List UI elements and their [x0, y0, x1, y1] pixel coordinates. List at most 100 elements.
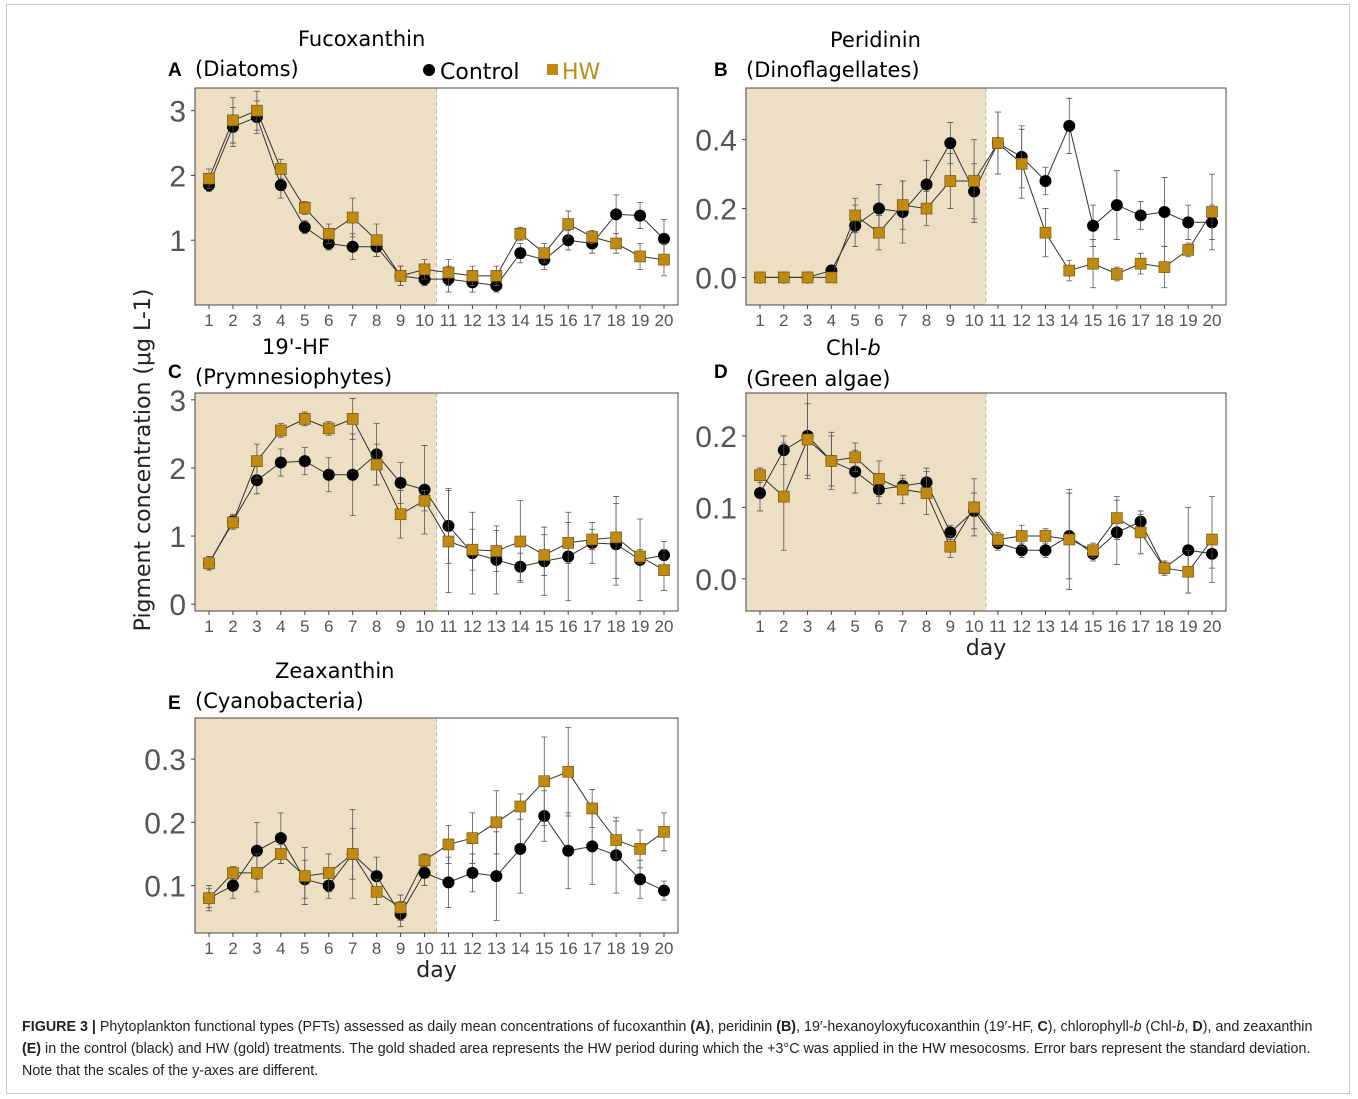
x-tick-label: 10 [415, 617, 434, 636]
data-point [203, 892, 215, 905]
data-point [394, 270, 407, 282]
data-point [346, 848, 359, 860]
series-hw [203, 727, 670, 921]
x-tick-label: 2 [228, 311, 237, 330]
y-tick-label: 0.2 [695, 194, 737, 227]
panel-d: 0.00.10.21 2 3 4 5 6 7 8 9 10 11 12 13 14 15 16 17 18 19 20… [695, 336, 1227, 661]
x-tick-label: 14 [1060, 617, 1079, 636]
data-point [872, 202, 885, 215]
data-point [825, 271, 838, 284]
x-tick-label: 19 [631, 617, 650, 636]
x-tick-label: 20 [1203, 311, 1222, 330]
data-point [1182, 244, 1195, 256]
x-tick-label: 20 [1203, 617, 1222, 636]
caption-ref-c: C [1037, 1019, 1048, 1035]
panel-subtitle: (Green algae) [746, 367, 890, 391]
x-tick-label: 14 [511, 939, 530, 958]
x-tick-label: 18 [607, 939, 626, 958]
caption-ref-b: (B) [776, 1019, 797, 1035]
data-point [418, 866, 431, 879]
series-hw [203, 90, 670, 286]
data-point [370, 458, 383, 471]
data-point [562, 218, 575, 230]
data-point [514, 227, 527, 240]
panel-b: 0.00.20.41 2 3 4 5 6 7 8 9 10 11 12 13 14 15 16 17 18 19 20… [695, 28, 1227, 330]
data-point [346, 211, 359, 224]
x-tick-label: 11 [989, 311, 1007, 330]
x-tick-label: 9 [396, 939, 405, 958]
x-tick-label: 4 [276, 939, 285, 958]
x-tick-label: 10 [965, 617, 984, 636]
data-point [586, 231, 598, 243]
data-point [658, 826, 670, 838]
x-tick-label: 9 [396, 617, 405, 636]
data-point [1087, 544, 1099, 557]
x-tick-label: 12 [463, 311, 482, 330]
data-point [274, 456, 287, 469]
x-tick-label: 18 [607, 311, 626, 330]
x-tick-label: 7 [898, 617, 907, 636]
data-point [275, 163, 287, 175]
panel-letter: E [168, 693, 181, 714]
data-point [1158, 261, 1171, 273]
series-hw [754, 111, 1218, 289]
y-tick-label: 2 [169, 160, 186, 193]
x-tick-label: 10 [965, 311, 984, 330]
data-point [418, 263, 431, 276]
x-tick-label: 9 [396, 311, 405, 330]
data-point [586, 840, 599, 853]
x-tick-label: 13 [1036, 617, 1055, 636]
data-point [873, 226, 885, 239]
data-point [538, 549, 551, 561]
x-tick-label: 8 [372, 939, 381, 958]
x-tick-label: 5 [300, 311, 309, 330]
data-point [586, 802, 598, 815]
data-point [1087, 219, 1100, 232]
data-point [1110, 199, 1123, 212]
data-point [227, 867, 239, 879]
data-point [849, 209, 861, 222]
panel-letter: C [168, 362, 182, 383]
x-tick-label: 4 [827, 617, 836, 636]
x-tick-label: 11 [440, 311, 458, 330]
data-point [538, 775, 551, 788]
caption-text-1: Phytoplankton functional types (PFTs) as… [95, 1019, 691, 1035]
caption-text-4: ), chlorophyll- [1047, 1019, 1134, 1035]
panel-title: Peridinin [830, 28, 921, 52]
x-tick-label: 6 [324, 939, 333, 958]
data-point [514, 247, 527, 260]
figure-caption: FIGURE 3 | Phytoplankton functional type… [22, 1016, 1332, 1082]
data-point [275, 848, 287, 860]
x-tick-label: 17 [583, 617, 602, 636]
data-point [968, 175, 980, 187]
x-tick-label: 15 [535, 939, 554, 958]
panel-subtitle: (Dinoflagellates) [746, 58, 920, 82]
x-tick-label: 12 [1012, 617, 1031, 636]
data-point [442, 535, 455, 548]
x-tick-label: 14 [511, 617, 530, 636]
data-point [346, 413, 359, 425]
x-tick-label: 14 [1060, 311, 1079, 330]
x-tick-label: 15 [535, 617, 554, 636]
data-point [1206, 533, 1218, 546]
data-point [1158, 562, 1171, 574]
x-tick-label: 2 [228, 617, 237, 636]
data-point [777, 271, 790, 284]
y-tick-label: 3 [169, 96, 186, 129]
x-tick-label: 18 [1155, 311, 1174, 330]
x-tick-label: 19 [1179, 617, 1198, 636]
data-point [322, 422, 335, 435]
panel-subtitle: (Diatoms) [195, 57, 299, 81]
data-point [610, 208, 623, 221]
data-point [920, 178, 933, 191]
caption-ref-d: D [1192, 1019, 1203, 1035]
data-point [322, 227, 335, 240]
data-point [442, 266, 455, 279]
x-tick-label: 5 [850, 617, 859, 636]
data-point [896, 199, 909, 211]
data-point [801, 433, 814, 446]
x-tick-label: 15 [1084, 617, 1103, 636]
x-tick-label: 6 [874, 311, 883, 330]
data-point [274, 179, 287, 192]
caption-text-3: , 19′-hexanoyloxyfucoxanthin (19′-HF, [796, 1019, 1038, 1035]
